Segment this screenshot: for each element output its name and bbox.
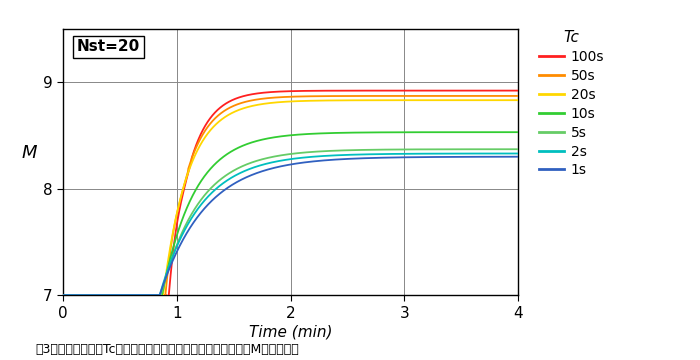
Text: Nst=20: Nst=20 — [77, 40, 140, 54]
Legend: 100s, 50s, 20s, 10s, 5s, 2s, 1s: 100s, 50s, 20s, 10s, 5s, 2s, 1s — [538, 30, 604, 177]
X-axis label: Time (min): Time (min) — [248, 325, 332, 340]
Y-axis label: M: M — [21, 144, 36, 162]
Text: 嘶3　様々な周期（Tc）の地震波振幅からのマグニチュード（M）の推定。: 嘶3 様々な周期（Tc）の地震波振幅からのマグニチュード（M）の推定。 — [35, 343, 299, 356]
